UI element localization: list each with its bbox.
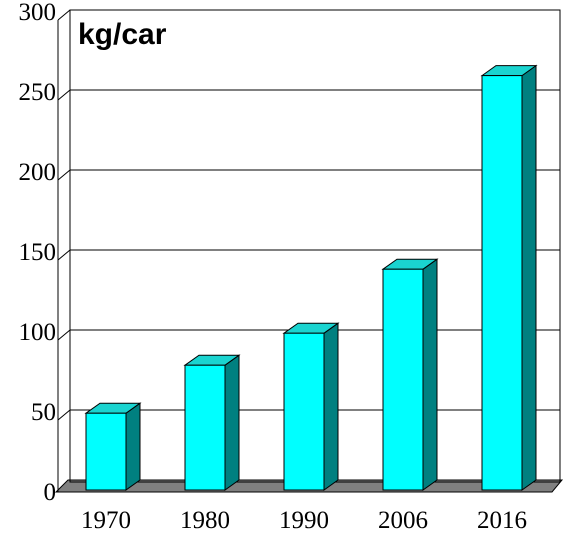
gridline-side	[57, 169, 71, 181]
bar-front	[481, 75, 523, 491]
y-tick-label: 250	[19, 79, 57, 106]
bars	[84, 64, 538, 491]
gridline-side	[57, 329, 71, 341]
bar-side	[422, 258, 438, 491]
gridline-side	[57, 89, 71, 101]
bar-side	[521, 64, 537, 491]
bar-side	[323, 322, 339, 491]
bar	[381, 258, 439, 491]
y-tick-label: 100	[19, 319, 57, 346]
bar	[282, 322, 340, 491]
gridline-side	[57, 409, 71, 421]
y-tick-label: 50	[31, 399, 56, 426]
bar-front	[184, 364, 226, 491]
y-axis-tick-labels: 0 50 100 150 200 250 300	[19, 0, 57, 506]
x-tick-label: 2006	[378, 507, 428, 534]
y-tick-label: 150	[19, 239, 57, 266]
bar-front	[85, 412, 127, 491]
bar-side	[224, 354, 240, 491]
y-tick-label: 0	[44, 479, 57, 506]
y-tick-label: 300	[19, 0, 57, 26]
bar	[84, 402, 142, 491]
y-axis-top-edge	[57, 9, 71, 21]
x-tick-label: 1990	[279, 507, 329, 534]
unit-label: kg/car	[78, 18, 167, 51]
bar-side	[125, 402, 141, 491]
x-tick-label: 1970	[81, 507, 131, 534]
bar	[480, 64, 538, 491]
bar-front	[283, 332, 325, 491]
gridline-side	[57, 249, 71, 261]
x-tick-label: 1980	[180, 507, 230, 534]
bar-front	[382, 268, 424, 491]
x-axis-tick-labels: 1970 1980 1990 2006 2016	[81, 507, 527, 534]
y-tick-label: 200	[19, 159, 57, 186]
x-tick-label: 2016	[477, 507, 527, 534]
bar	[183, 354, 241, 491]
